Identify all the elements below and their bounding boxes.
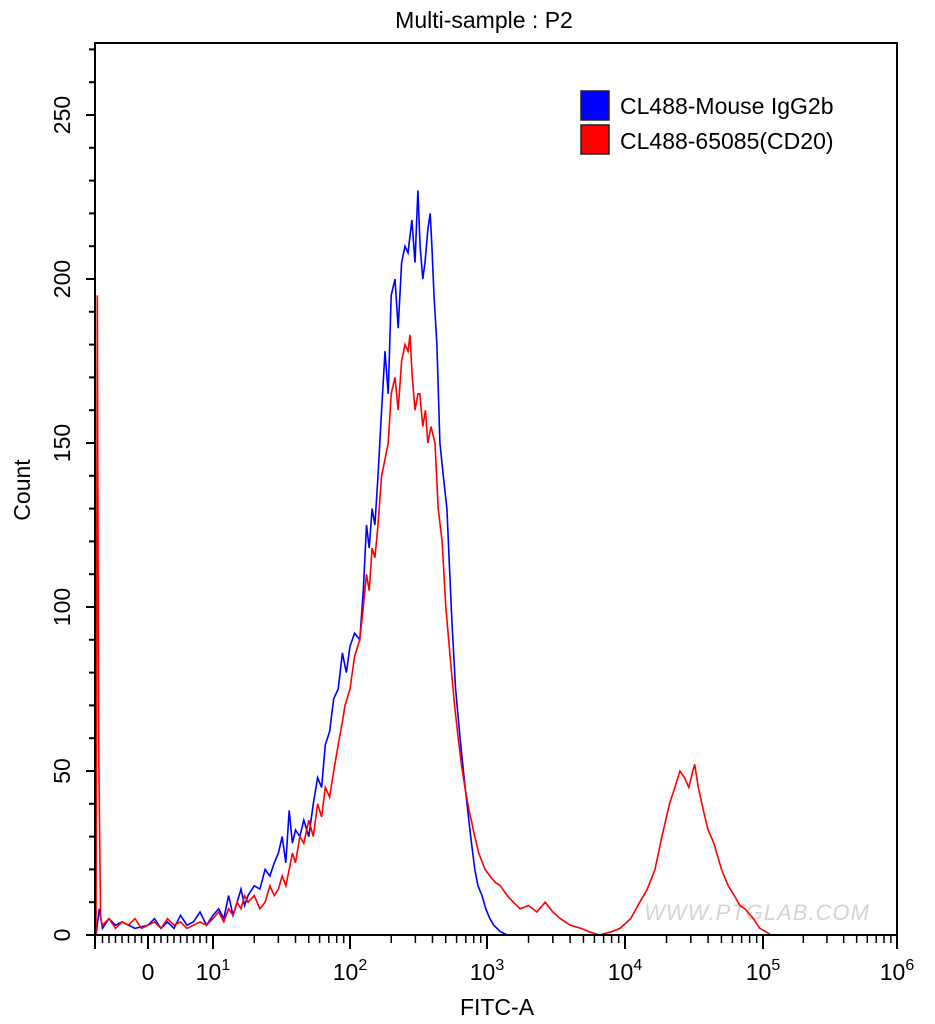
y-tick-label: 150: [49, 424, 75, 462]
y-tick-label: 0: [49, 929, 75, 942]
plot-frame: [94, 42, 898, 936]
x-tick-exponent: 4: [633, 957, 642, 974]
x-tick-exponent: 3: [495, 957, 504, 974]
watermark: WWW.PTGLAB.COM: [644, 900, 870, 925]
legend-swatch-0: [580, 90, 610, 121]
legend-label-0: CL488-Mouse IgG2b: [620, 93, 834, 119]
x-tick-exponent: 5: [771, 957, 780, 974]
x-tick-exponent: 6: [905, 957, 914, 974]
y-axis-label: Count: [9, 459, 35, 521]
series-line-1: [95, 295, 772, 936]
legend-swatch-1: [580, 124, 610, 155]
x-tick-label: 103: [470, 957, 505, 985]
x-tick-label: 104: [608, 957, 643, 985]
legend-label-1: CL488-65085(CD20): [620, 128, 834, 154]
y-tick-label: 100: [49, 588, 75, 626]
legend: CL488-Mouse IgG2b CL488-65085(CD20): [580, 90, 834, 155]
series-line-0: [95, 190, 508, 936]
x-axis-label: FITC-A: [460, 994, 535, 1020]
y-tick-label: 250: [49, 96, 75, 134]
x-tick-exponent: 2: [358, 957, 367, 974]
axes-layer: 0 50 100 150 200 250 0 101 102 103 104 105 106: [49, 48, 915, 985]
x-tick-label: 106: [880, 957, 915, 985]
x-tick-label: 101: [196, 957, 231, 985]
x-tick-label: 105: [746, 957, 781, 985]
x-tick-label: 102: [333, 957, 368, 985]
series-layer: [95, 190, 772, 936]
y-tick-label: 200: [49, 260, 75, 298]
chart-title: Multi-sample : P2: [395, 7, 573, 33]
x-tick-label: 0: [142, 959, 155, 985]
y-tick-label: 50: [49, 758, 75, 784]
x-tick-exponent: 1: [221, 957, 230, 974]
